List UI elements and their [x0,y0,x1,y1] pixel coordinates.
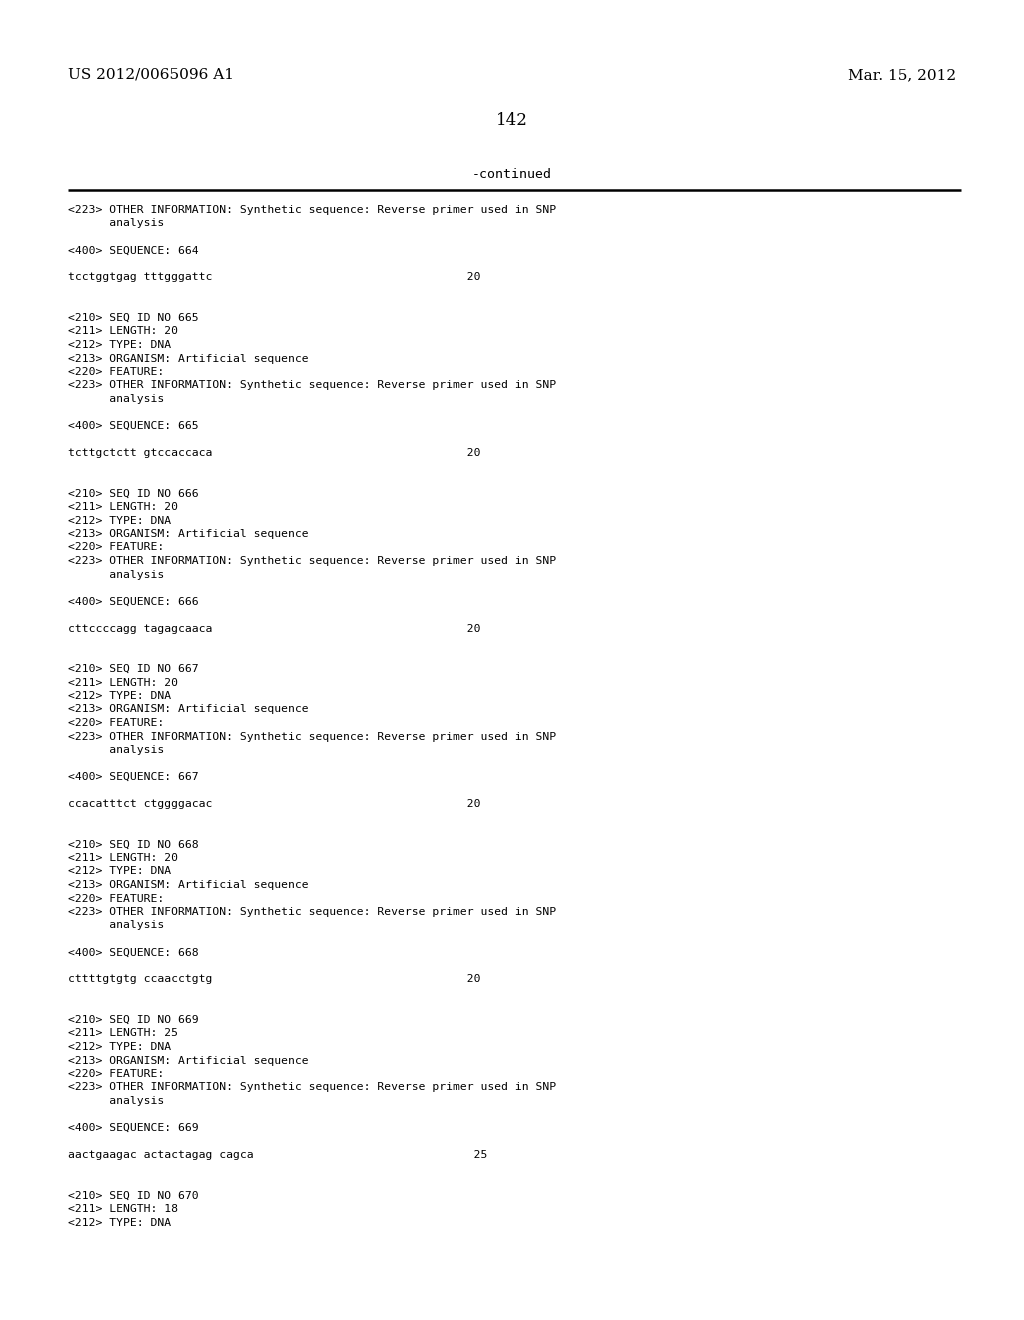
Text: <400> SEQUENCE: 665: <400> SEQUENCE: 665 [68,421,199,432]
Text: <220> FEATURE:: <220> FEATURE: [68,718,164,729]
Text: <210> SEQ ID NO 670: <210> SEQ ID NO 670 [68,1191,199,1200]
Text: <212> TYPE: DNA: <212> TYPE: DNA [68,341,171,350]
Text: <223> OTHER INFORMATION: Synthetic sequence: Reverse primer used in SNP: <223> OTHER INFORMATION: Synthetic seque… [68,380,556,391]
Text: <211> LENGTH: 20: <211> LENGTH: 20 [68,677,178,688]
Text: <210> SEQ ID NO 667: <210> SEQ ID NO 667 [68,664,199,675]
Text: <213> ORGANISM: Artificial sequence: <213> ORGANISM: Artificial sequence [68,1056,308,1065]
Text: <211> LENGTH: 20: <211> LENGTH: 20 [68,853,178,863]
Text: <212> TYPE: DNA: <212> TYPE: DNA [68,516,171,525]
Text: <223> OTHER INFORMATION: Synthetic sequence: Reverse primer used in SNP: <223> OTHER INFORMATION: Synthetic seque… [68,1082,556,1093]
Text: <212> TYPE: DNA: <212> TYPE: DNA [68,690,171,701]
Text: tcttgctctt gtccaccaca                                     20: tcttgctctt gtccaccaca 20 [68,447,480,458]
Text: <223> OTHER INFORMATION: Synthetic sequence: Reverse primer used in SNP: <223> OTHER INFORMATION: Synthetic seque… [68,205,556,215]
Text: <213> ORGANISM: Artificial sequence: <213> ORGANISM: Artificial sequence [68,880,308,890]
Text: analysis: analysis [68,744,164,755]
Text: <400> SEQUENCE: 669: <400> SEQUENCE: 669 [68,1123,199,1133]
Text: <220> FEATURE:: <220> FEATURE: [68,543,164,553]
Text: <212> TYPE: DNA: <212> TYPE: DNA [68,1041,171,1052]
Text: <211> LENGTH: 25: <211> LENGTH: 25 [68,1028,178,1039]
Text: <210> SEQ ID NO 666: <210> SEQ ID NO 666 [68,488,199,499]
Text: <210> SEQ ID NO 669: <210> SEQ ID NO 669 [68,1015,199,1026]
Text: analysis: analysis [68,219,164,228]
Text: <213> ORGANISM: Artificial sequence: <213> ORGANISM: Artificial sequence [68,354,308,363]
Text: analysis: analysis [68,569,164,579]
Text: <211> LENGTH: 18: <211> LENGTH: 18 [68,1204,178,1214]
Text: US 2012/0065096 A1: US 2012/0065096 A1 [68,69,234,82]
Text: <400> SEQUENCE: 664: <400> SEQUENCE: 664 [68,246,199,256]
Text: -continued: -continued [472,168,552,181]
Text: <400> SEQUENCE: 666: <400> SEQUENCE: 666 [68,597,199,606]
Text: tcctggtgag tttgggattc                                     20: tcctggtgag tttgggattc 20 [68,272,480,282]
Text: ccacatttct ctggggacac                                     20: ccacatttct ctggggacac 20 [68,799,480,809]
Text: <212> TYPE: DNA: <212> TYPE: DNA [68,1217,171,1228]
Text: cttccccagg tagagcaaca                                     20: cttccccagg tagagcaaca 20 [68,623,480,634]
Text: <400> SEQUENCE: 667: <400> SEQUENCE: 667 [68,772,199,781]
Text: analysis: analysis [68,920,164,931]
Text: <223> OTHER INFORMATION: Synthetic sequence: Reverse primer used in SNP: <223> OTHER INFORMATION: Synthetic seque… [68,907,556,917]
Text: <211> LENGTH: 20: <211> LENGTH: 20 [68,326,178,337]
Text: <223> OTHER INFORMATION: Synthetic sequence: Reverse primer used in SNP: <223> OTHER INFORMATION: Synthetic seque… [68,556,556,566]
Text: aactgaagac actactagag cagca                                25: aactgaagac actactagag cagca 25 [68,1150,487,1160]
Text: analysis: analysis [68,1096,164,1106]
Text: <212> TYPE: DNA: <212> TYPE: DNA [68,866,171,876]
Text: 142: 142 [496,112,528,129]
Text: <210> SEQ ID NO 668: <210> SEQ ID NO 668 [68,840,199,850]
Text: <220> FEATURE:: <220> FEATURE: [68,1069,164,1078]
Text: <210> SEQ ID NO 665: <210> SEQ ID NO 665 [68,313,199,323]
Text: Mar. 15, 2012: Mar. 15, 2012 [848,69,956,82]
Text: <213> ORGANISM: Artificial sequence: <213> ORGANISM: Artificial sequence [68,529,308,539]
Text: <220> FEATURE:: <220> FEATURE: [68,894,164,903]
Text: <213> ORGANISM: Artificial sequence: <213> ORGANISM: Artificial sequence [68,705,308,714]
Text: analysis: analysis [68,393,164,404]
Text: <400> SEQUENCE: 668: <400> SEQUENCE: 668 [68,948,199,957]
Text: <223> OTHER INFORMATION: Synthetic sequence: Reverse primer used in SNP: <223> OTHER INFORMATION: Synthetic seque… [68,731,556,742]
Text: <211> LENGTH: 20: <211> LENGTH: 20 [68,502,178,512]
Text: <220> FEATURE:: <220> FEATURE: [68,367,164,378]
Text: cttttgtgtg ccaacctgtg                                     20: cttttgtgtg ccaacctgtg 20 [68,974,480,985]
